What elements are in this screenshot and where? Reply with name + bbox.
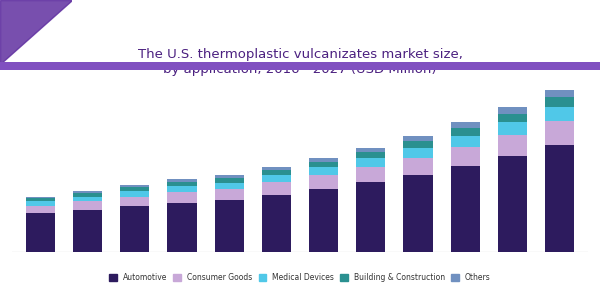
Bar [356,167,385,182]
Bar [120,185,149,187]
Bar [451,166,480,252]
Bar [215,189,244,200]
Bar [403,175,433,252]
Bar [215,178,244,183]
Bar [451,135,480,147]
Bar [167,186,197,193]
Bar [545,121,574,145]
Title: The U.S. thermoplastic vulcanizates market size,
by application, 2016 - 2027 (US: The U.S. thermoplastic vulcanizates mark… [137,48,463,76]
Bar [215,183,244,189]
Bar [451,122,480,128]
Bar [262,175,291,182]
Bar [167,193,197,203]
Bar [167,180,197,182]
Bar [215,200,244,252]
Bar [262,171,291,175]
Bar [215,175,244,178]
Bar [262,195,291,252]
Bar [403,136,433,141]
Bar [309,175,338,189]
Bar [26,197,55,198]
Bar [262,182,291,195]
Bar [309,168,338,175]
Bar [167,203,197,252]
Bar [403,141,433,148]
Polygon shape [0,0,72,64]
Bar [403,148,433,158]
Bar [26,206,55,213]
Bar [309,158,338,162]
Bar [498,156,527,252]
Bar [356,182,385,252]
Bar [120,197,149,206]
Bar [545,145,574,252]
Bar [167,182,197,186]
Bar [26,201,55,206]
Bar [356,148,385,152]
Bar [545,107,574,121]
Bar [545,90,574,97]
Legend: Automotive, Consumer Goods, Medical Devices, Building & Construction, Others: Automotive, Consumer Goods, Medical Devi… [106,269,494,286]
Bar [73,201,102,209]
Bar [73,193,102,197]
Bar [545,97,574,107]
Bar [356,158,385,167]
Bar [73,191,102,193]
Bar [73,197,102,201]
Bar [262,167,291,171]
Bar [356,152,385,158]
Bar [26,198,55,201]
Bar [451,128,480,135]
Bar [498,107,527,114]
Bar [120,187,149,191]
Bar [451,147,480,166]
Bar [403,158,433,175]
Bar [309,189,338,252]
Bar [498,135,527,156]
Bar [498,122,527,135]
Bar [120,191,149,197]
Bar [120,206,149,252]
Bar [498,114,527,122]
Bar [26,213,55,252]
Bar [309,162,338,168]
Bar [73,209,102,252]
